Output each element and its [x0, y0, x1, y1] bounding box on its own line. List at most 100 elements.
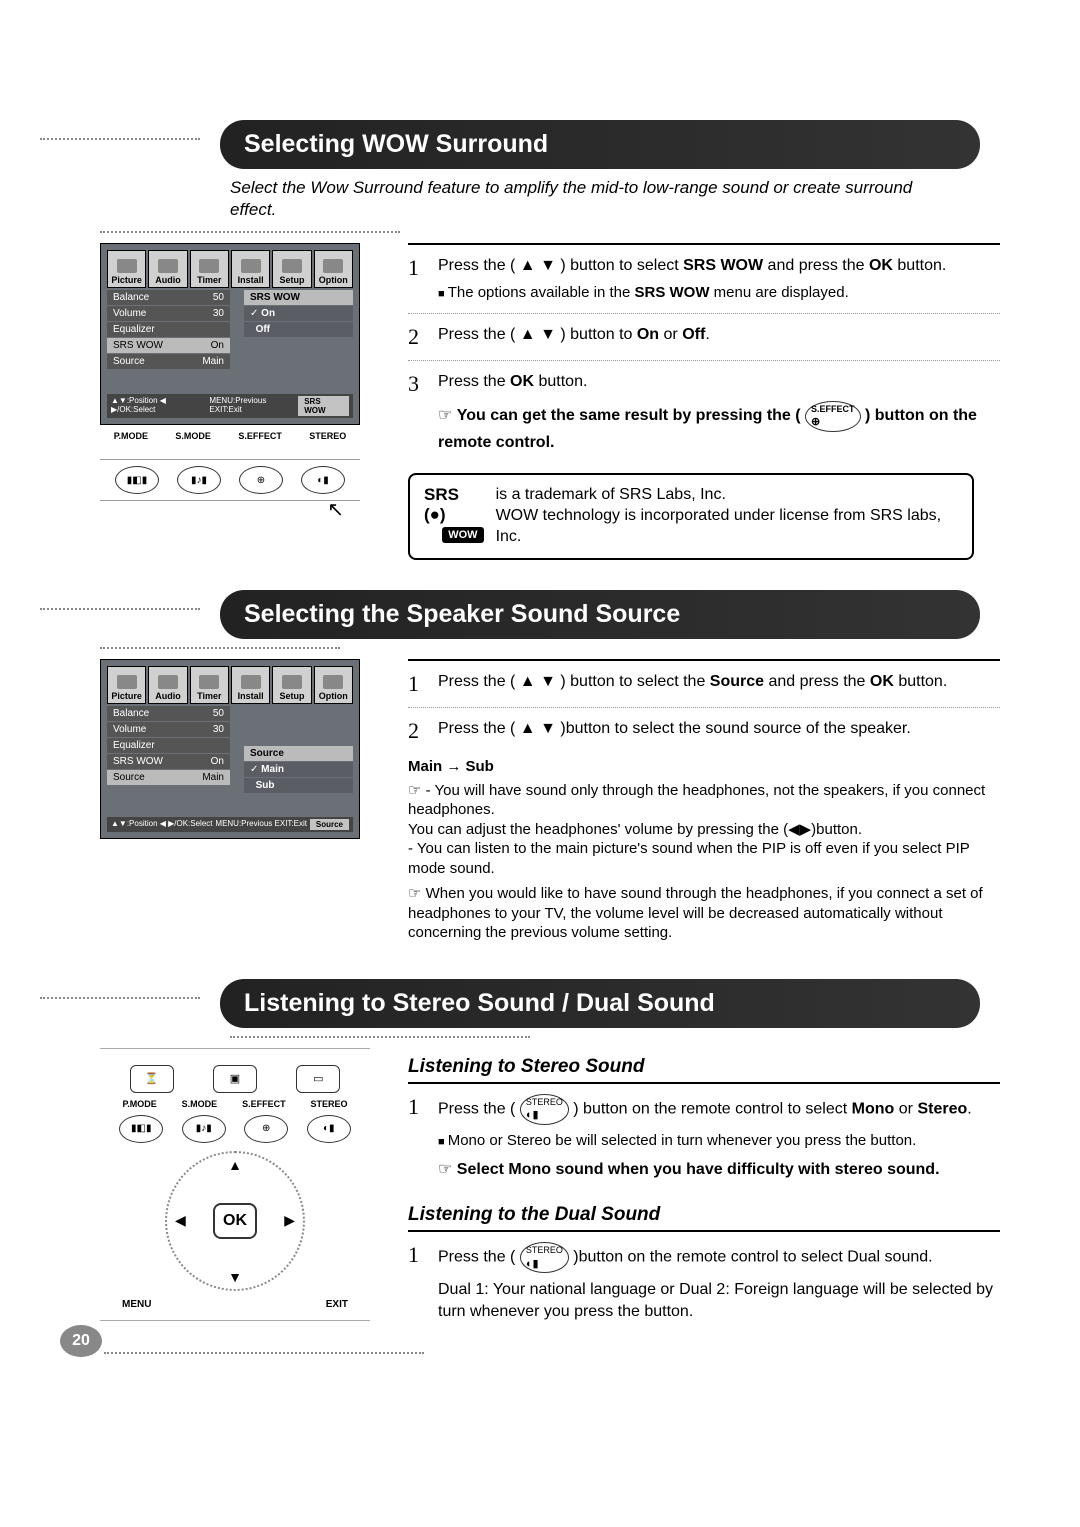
note-paragraph: When you would like to have sound throug…: [408, 884, 1000, 943]
dotted-leader: [40, 138, 200, 140]
exit-label: EXIT: [326, 1299, 348, 1310]
srs-logo-text: SRS (●): [424, 485, 484, 525]
notes-block: - You will have sound only through the h…: [408, 781, 1000, 943]
section-title-banner: Selecting the Speaker Sound Source: [220, 590, 980, 639]
right-arrow-icon: ▶: [284, 1212, 295, 1229]
dotted-divider: [230, 1036, 530, 1038]
section-title-banner: Listening to Stereo Sound / Dual Sound: [220, 979, 980, 1028]
osd-tab: Setup: [272, 250, 311, 288]
osd-menu-row: Balance50: [107, 290, 230, 305]
osd-sub-option: Sub: [244, 778, 353, 793]
instruction-step: 1Press the ( STEREO◐▮ )button on the rem…: [408, 1232, 1000, 1332]
osd-tab: Audio: [148, 666, 187, 704]
osd-foot-mid: MENU:Previous EXIT:Exit: [215, 819, 307, 830]
remote-strip: ▮◧▮ ▮♪▮ ⊕ ◐▮: [100, 459, 360, 501]
osd-tab: Picture: [107, 250, 146, 288]
section-stereo-dual: Listening to Stereo Sound / Dual Sound ⏳…: [100, 979, 1000, 1333]
osd-sub-option: ✓ Main: [244, 762, 353, 777]
down-arrow-icon: ▼: [228, 1269, 242, 1285]
remote-control-illustration: ⏳ ▣ ▭ P.MODES.MODES.EFFECTSTEREO ▮◧▮ ▮♪▮…: [100, 1048, 370, 1321]
section-speaker-source: Selecting the Speaker Sound Source Pictu…: [100, 590, 1000, 949]
srs-trademark-box: SRS (●) WOW is a trademark of SRS Labs, …: [408, 473, 974, 559]
instruction-step: 1Press the ( ▲ ▼ ) button to select the …: [408, 661, 1000, 707]
instruction-step: 2Press the ( ▲ ▼ )button to select the s…: [408, 707, 1000, 754]
smode-button-icon: ▮♪▮: [177, 466, 221, 494]
osd-foot-chip: SRS WOW: [298, 396, 349, 416]
osd-foot-left: ▲▼:Position ◀ ▶/OK:Select: [111, 819, 213, 830]
dotted-leader: [40, 608, 200, 610]
osd-foot-left: ▲▼:Position ◀ ▶/OK:Select: [111, 396, 209, 416]
osd-screenshot-srswow: PictureAudioTimerInstallSetupOption Bala…: [100, 243, 360, 425]
osd-sub-title: Source: [244, 746, 353, 761]
left-arrow-icon: ◀: [175, 1212, 186, 1229]
smode-button-icon: ▮♪▮: [182, 1115, 226, 1143]
osd-menu-row: SRS WOWOn: [107, 754, 230, 769]
remote-label: S.EFFECT: [242, 1099, 286, 1109]
remote-label: STEREO: [310, 1099, 347, 1109]
osd-menu-row: SourceMain: [107, 354, 230, 369]
instruction-step: 3Press the OK button.You can get the sam…: [408, 360, 1000, 463]
sub-heading-stereo: Listening to Stereo Sound: [408, 1056, 1000, 1078]
osd-sub-option: Off: [244, 322, 353, 337]
step-list: 1Press the ( STEREO◐▮ )button on the rem…: [408, 1230, 1000, 1332]
instruction-step: 1Press the ( STEREO◐▮ ) button on the re…: [408, 1084, 1000, 1191]
remote-label: S.MODE: [182, 1099, 218, 1109]
instruction-step: 2Press the ( ▲ ▼ ) button to On or Off.: [408, 313, 1000, 360]
osd-tab: Install: [231, 666, 270, 704]
stereo-button-icon: ◐▮: [301, 466, 345, 494]
osd-menu-row: SourceMain: [107, 770, 230, 785]
osd-menu-row: Balance50: [107, 706, 230, 721]
pointer-arrow-icon: ↖: [100, 497, 344, 522]
stereo-button-icon: ◐▮: [307, 1115, 351, 1143]
osd-tab: Timer: [190, 666, 229, 704]
pmode-button-icon: ▮◧▮: [119, 1115, 163, 1143]
dotted-leader: [40, 997, 200, 999]
blank-button-icon: ▭: [296, 1065, 340, 1093]
osd-menu-row: Volume30: [107, 722, 230, 737]
step-list: 1Press the ( ▲ ▼ ) button to select the …: [408, 659, 1000, 754]
dotted-divider: [100, 647, 340, 649]
osd-tabs: PictureAudioTimerInstallSetupOption: [107, 666, 353, 704]
section-wow-surround: Selecting WOW Surround Select the Wow Su…: [100, 120, 1000, 560]
up-arrow-icon: ▲: [228, 1157, 242, 1173]
remote-label: S.MODE: [175, 431, 211, 441]
osd-sub-title: SRS WOW: [244, 290, 353, 305]
seffect-button-icon: ⊕: [244, 1115, 288, 1143]
main-sub-label: Main → Sub: [408, 758, 1000, 775]
osd-menu-row: Volume30: [107, 306, 230, 321]
osd-tab: Setup: [272, 666, 311, 704]
page-number: 20: [60, 1325, 424, 1375]
section-intro: Select the Wow Surround feature to ampli…: [230, 177, 930, 221]
dotted-divider: [100, 231, 400, 233]
seffect-button-icon: ⊕: [239, 466, 283, 494]
remote-label: P.MODE: [114, 431, 148, 441]
osd-tabs: PictureAudioTimerInstallSetupOption: [107, 250, 353, 288]
osd-foot-chip: Source: [310, 819, 349, 830]
osd-sub-option: ✓ On: [244, 306, 353, 321]
osd-tab: Install: [231, 250, 270, 288]
sleep-button-icon: ⏳: [130, 1065, 174, 1093]
pmode-button-icon: ▮◧▮: [115, 466, 159, 494]
osd-menu-row: Equalizer: [107, 322, 230, 337]
srs-trademark-line1: is a trademark of SRS Labs, Inc.: [496, 486, 726, 503]
instruction-step: 1Press the ( ▲ ▼ ) button to select SRS …: [408, 245, 1000, 313]
nav-ring: ▲ ▼ ◀ ▶ OK: [165, 1151, 305, 1291]
remote-label: STEREO: [309, 431, 346, 441]
remote-label: S.EFFECT: [238, 431, 282, 441]
note-paragraph: - You will have sound only through the h…: [408, 781, 1000, 879]
osd-tab: Audio: [148, 250, 187, 288]
menu-label: MENU: [122, 1299, 151, 1310]
step-list: 1Press the ( STEREO◐▮ ) button on the re…: [408, 1082, 1000, 1191]
osd-tab: Timer: [190, 250, 229, 288]
osd-tab: Option: [314, 666, 353, 704]
srs-trademark-line2: WOW technology is incorporated under lic…: [496, 507, 942, 545]
osd-menu-row: Equalizer: [107, 738, 230, 753]
ok-button: OK: [213, 1203, 257, 1239]
osd-menu-row: SRS WOWOn: [107, 338, 230, 353]
wow-badge: WOW: [442, 527, 483, 543]
step-list: 1Press the ( ▲ ▼ ) button to select SRS …: [408, 243, 1000, 463]
pip-button-icon: ▣: [213, 1065, 257, 1093]
osd-tab: Option: [314, 250, 353, 288]
osd-foot-mid: MENU:Previous EXIT:Exit: [209, 396, 298, 416]
osd-tab: Picture: [107, 666, 146, 704]
